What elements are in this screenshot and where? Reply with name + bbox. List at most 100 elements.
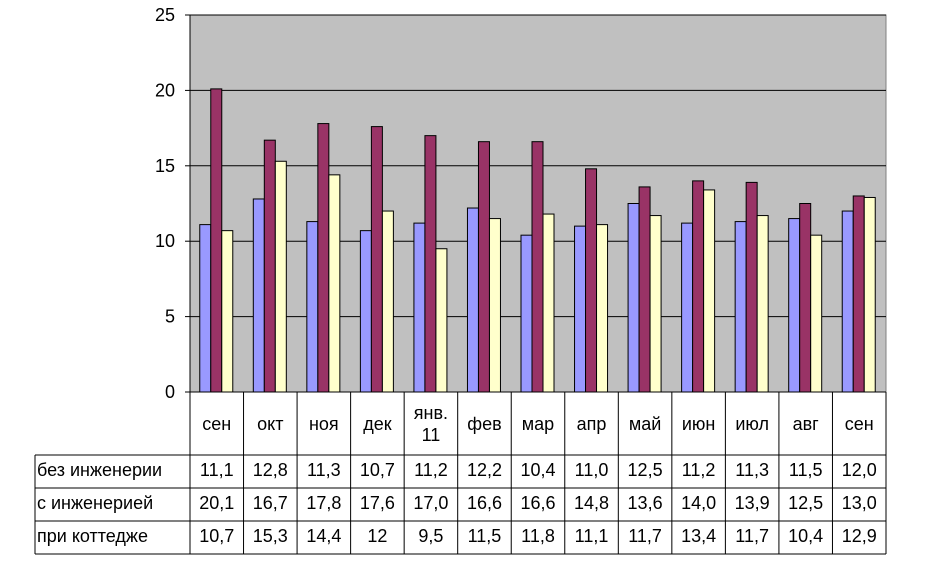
bar (841, 210, 854, 393)
bar (424, 135, 437, 393)
data-label: 13,4 (681, 526, 716, 546)
data-label: 12,9 (842, 526, 877, 546)
bar (585, 168, 598, 393)
data-label: 12,0 (842, 460, 877, 480)
bar (488, 218, 501, 393)
data-label: 10,4 (788, 526, 823, 546)
data-label: 11,1 (200, 460, 234, 480)
data-label: 11,8 (521, 526, 555, 546)
bar (263, 139, 276, 393)
y-tick-label: 20 (155, 80, 175, 100)
bar (381, 210, 394, 393)
bar (681, 222, 694, 393)
data-label: 13,6 (628, 493, 663, 513)
y-tick-label: 10 (155, 231, 175, 251)
data-label: 16,6 (520, 493, 555, 513)
x-tick-label: июл (735, 414, 769, 434)
data-label: 11,3 (307, 460, 341, 480)
data-label: 17,8 (306, 493, 341, 513)
bar (799, 203, 812, 393)
data-label: 11,7 (628, 526, 662, 546)
data-label: 16,7 (253, 493, 288, 513)
bar (520, 234, 533, 393)
data-label: 11,2 (414, 460, 448, 480)
series-name: без инженерии (37, 460, 162, 480)
x-tick-label: 11 (422, 425, 441, 445)
data-label: 16,6 (467, 493, 502, 513)
bar (274, 160, 287, 393)
data-label: 14,4 (306, 526, 341, 546)
bar (638, 186, 651, 393)
bar (852, 195, 865, 393)
bar (574, 225, 587, 393)
data-label: 13,0 (842, 493, 877, 513)
y-tick-label: 0 (165, 382, 175, 402)
data-label: 10,7 (199, 526, 234, 546)
bar (649, 215, 662, 393)
bar (692, 180, 705, 393)
data-label: 12,2 (467, 460, 502, 480)
bar (199, 224, 212, 393)
data-label: 15,3 (253, 526, 288, 546)
data-label: 12,8 (253, 460, 288, 480)
bar (745, 181, 758, 393)
bar (788, 218, 801, 393)
x-tick-label: июн (682, 414, 716, 434)
bar (359, 230, 372, 393)
bar (210, 88, 223, 393)
bar (413, 222, 426, 393)
data-label: 14,0 (681, 493, 716, 513)
bar (531, 141, 544, 393)
data-label: 11,7 (735, 526, 769, 546)
bar (466, 207, 479, 393)
data-label: 12,5 (788, 493, 823, 513)
data-label: 13,9 (735, 493, 770, 513)
x-tick-label: дек (363, 414, 392, 434)
data-label: 11,0 (575, 460, 609, 480)
bar (627, 203, 640, 393)
bar (810, 234, 823, 393)
y-tick-label: 25 (155, 5, 175, 25)
bar (596, 224, 609, 393)
bar (221, 230, 234, 393)
bar (703, 189, 716, 393)
data-label: 10,4 (520, 460, 555, 480)
data-label: 11,3 (735, 460, 769, 480)
data-label: 14,8 (574, 493, 609, 513)
data-label: 9,5 (418, 526, 443, 546)
x-tick-label: фев (467, 414, 501, 434)
x-tick-label: мар (522, 414, 554, 434)
bar (542, 213, 555, 393)
series-name: с инженерией (37, 493, 153, 513)
bar (252, 198, 265, 393)
data-label: 20,1 (199, 493, 234, 513)
data-label: 11,1 (575, 526, 609, 546)
bar (477, 141, 490, 393)
x-tick-label: ноя (309, 414, 339, 434)
x-tick-label: сен (845, 414, 874, 434)
y-tick-label: 15 (155, 156, 175, 176)
x-tick-label: янв. (414, 403, 448, 423)
y-tick-label: 5 (165, 307, 175, 327)
bar (863, 196, 876, 393)
bar (306, 221, 319, 393)
bar (370, 126, 383, 393)
data-label: 11,2 (682, 460, 716, 480)
data-label: 12,5 (628, 460, 663, 480)
x-tick-label: авг (793, 414, 820, 434)
x-tick-label: сен (202, 414, 231, 434)
bar (756, 215, 769, 393)
data-label: 17,6 (360, 493, 395, 513)
x-tick-label: окт (257, 414, 283, 434)
bar (317, 123, 330, 393)
data-label: 10,7 (360, 460, 395, 480)
x-tick-label: апр (577, 414, 607, 434)
data-label: 11,5 (468, 526, 502, 546)
data-label: 17,0 (413, 493, 448, 513)
series-name: при коттедже (37, 526, 148, 546)
bar (328, 174, 341, 393)
bar (435, 248, 448, 393)
bar (734, 221, 747, 393)
